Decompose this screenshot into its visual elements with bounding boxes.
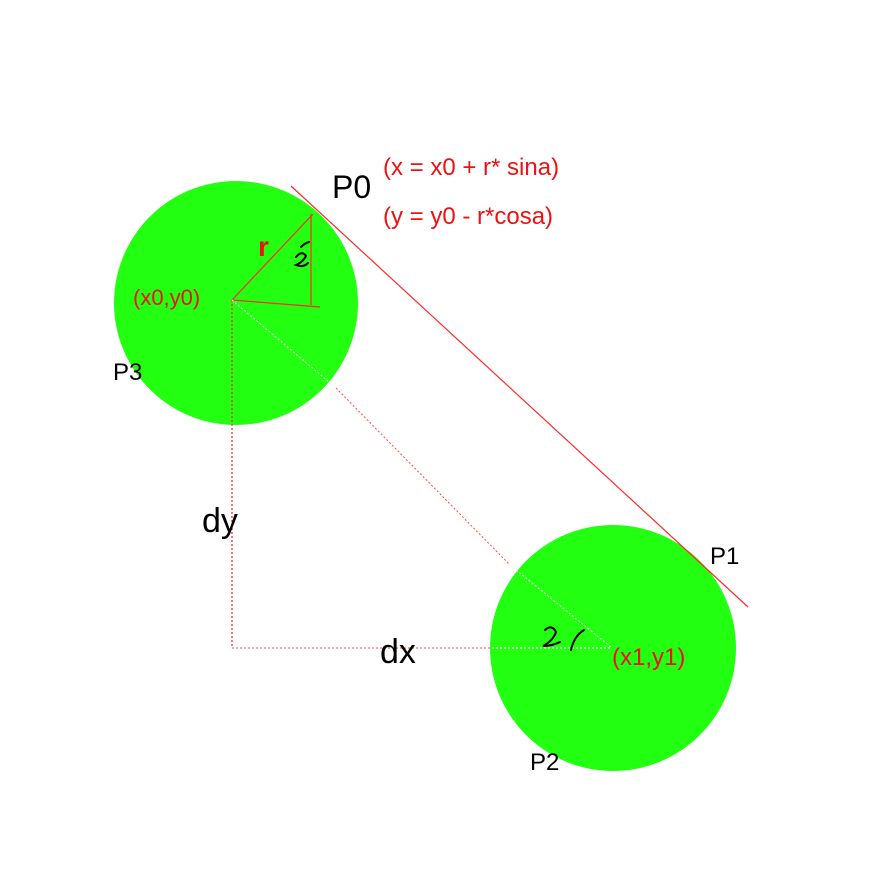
label-p1: P1 — [710, 543, 739, 570]
label-center0: (x0,y0) — [133, 285, 200, 310]
circle-p1-p2 — [490, 525, 736, 771]
center-line-white-a — [231, 299, 337, 389]
center-line-red — [335, 387, 511, 566]
angle-mark-upper — [293, 241, 310, 268]
label-p0: P0 — [332, 169, 371, 205]
tangent-line — [290, 185, 749, 608]
label-r: r — [258, 231, 269, 262]
label-p2: P2 — [530, 749, 559, 776]
horizontal-leg — [231, 299, 321, 308]
label-center1: (x1,y1) — [612, 644, 685, 671]
center-line-white-b — [509, 564, 613, 649]
label-dx: dx — [380, 633, 416, 671]
radius-line — [231, 213, 314, 301]
formula-x: (x = x0 + r* sina) — [383, 154, 559, 181]
label-dy: dy — [202, 502, 238, 540]
angle-mark-lower — [542, 626, 585, 651]
label-p3: P3 — [113, 359, 142, 386]
formula-y: (y = y0 - r*cosa) — [383, 203, 553, 230]
